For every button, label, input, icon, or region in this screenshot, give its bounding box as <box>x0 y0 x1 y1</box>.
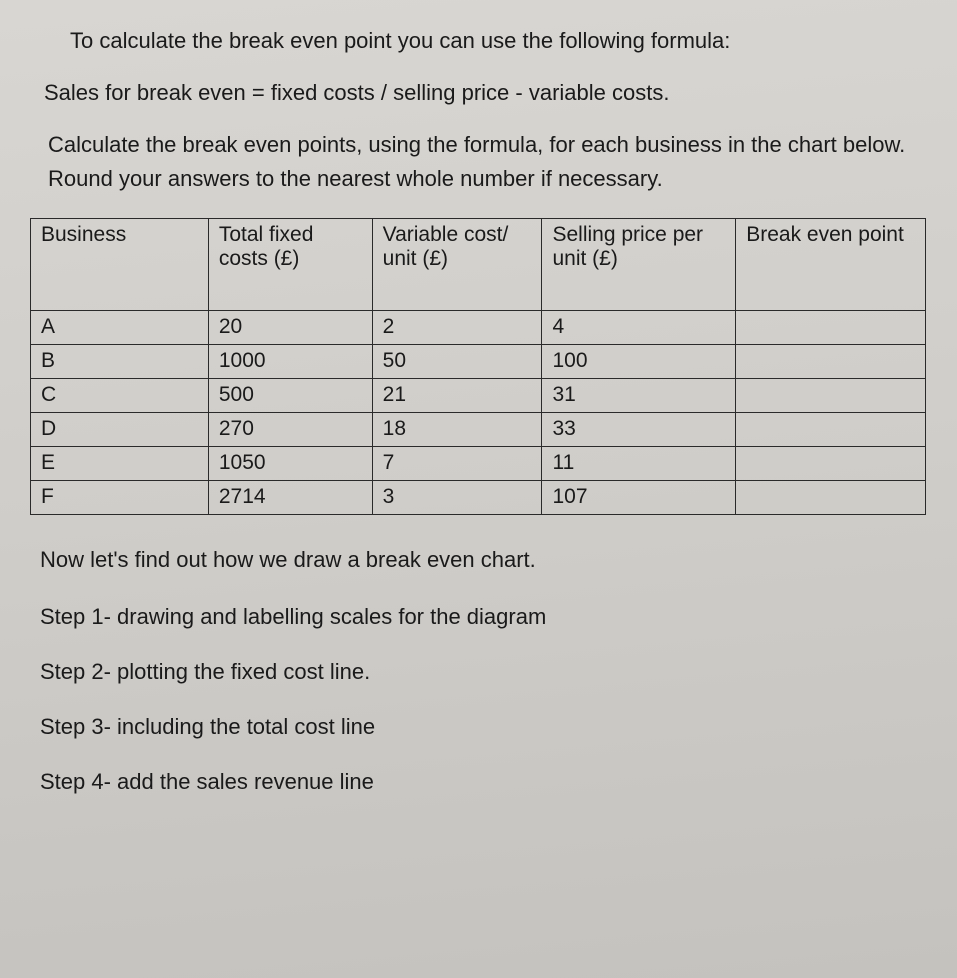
breakeven-table: Business Total fixed costs (£) Variable … <box>30 218 926 515</box>
table-header-row: Business Total fixed costs (£) Variable … <box>31 219 926 311</box>
col-header-fixed-costs: Total fixed costs (£) <box>208 219 372 311</box>
step-2: Step 2- plotting the fixed cost line. <box>40 655 927 688</box>
cell-variable: 2 <box>372 311 542 345</box>
cell-business: A <box>31 311 209 345</box>
cell-fixed: 2714 <box>208 481 372 515</box>
col-header-business: Business <box>31 219 209 311</box>
outro-lead: Now let's find out how we draw a break e… <box>40 543 927 576</box>
steps-block: Now let's find out how we draw a break e… <box>30 543 927 820</box>
cell-selling: 11 <box>542 447 736 481</box>
table-row: C 500 21 31 <box>31 379 926 413</box>
step-4: Step 4- add the sales revenue line <box>40 765 927 798</box>
cell-business: B <box>31 345 209 379</box>
cell-breakeven <box>736 345 926 379</box>
cell-breakeven <box>736 311 926 345</box>
cell-variable: 7 <box>372 447 542 481</box>
cell-variable: 21 <box>372 379 542 413</box>
cell-business: D <box>31 413 209 447</box>
table-row: A 20 2 4 <box>31 311 926 345</box>
cell-fixed: 1050 <box>208 447 372 481</box>
cell-business: F <box>31 481 209 515</box>
table-row: D 270 18 33 <box>31 413 926 447</box>
intro-paragraph-equation: Sales for break even = fixed costs / sel… <box>30 76 927 110</box>
cell-selling: 107 <box>542 481 736 515</box>
cell-fixed: 1000 <box>208 345 372 379</box>
table-row: E 1050 7 11 <box>31 447 926 481</box>
intro-paragraph-task: Calculate the break even points, using t… <box>30 128 927 196</box>
intro-paragraph-formula: To calculate the break even point you ca… <box>30 24 927 58</box>
cell-fixed: 20 <box>208 311 372 345</box>
cell-selling: 33 <box>542 413 736 447</box>
col-header-selling-price: Selling price per unit (£) <box>542 219 736 311</box>
table-row: F 2714 3 107 <box>31 481 926 515</box>
step-3: Step 3- including the total cost line <box>40 710 927 743</box>
cell-selling: 100 <box>542 345 736 379</box>
cell-fixed: 270 <box>208 413 372 447</box>
cell-variable: 50 <box>372 345 542 379</box>
cell-variable: 18 <box>372 413 542 447</box>
step-1: Step 1- drawing and labelling scales for… <box>40 600 927 633</box>
cell-selling: 31 <box>542 379 736 413</box>
cell-fixed: 500 <box>208 379 372 413</box>
col-header-variable-cost: Variable cost/ unit (£) <box>372 219 542 311</box>
cell-business: E <box>31 447 209 481</box>
cell-variable: 3 <box>372 481 542 515</box>
cell-selling: 4 <box>542 311 736 345</box>
table-row: B 1000 50 100 <box>31 345 926 379</box>
cell-business: C <box>31 379 209 413</box>
cell-breakeven <box>736 447 926 481</box>
col-header-breakeven: Break even point <box>736 219 926 311</box>
cell-breakeven <box>736 481 926 515</box>
cell-breakeven <box>736 379 926 413</box>
cell-breakeven <box>736 413 926 447</box>
